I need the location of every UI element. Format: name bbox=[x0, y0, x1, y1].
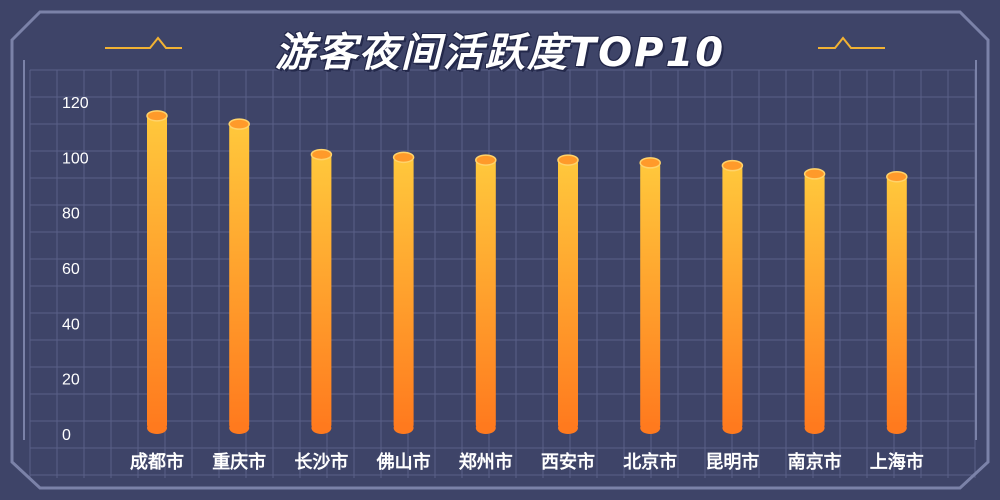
bar: 北京市 bbox=[623, 157, 677, 473]
x-tick-label: 长沙市 bbox=[294, 451, 348, 473]
bar-base bbox=[722, 422, 743, 434]
y-tick-label: 80 bbox=[62, 206, 80, 223]
bar-cap bbox=[557, 154, 579, 166]
bar-body bbox=[229, 124, 250, 428]
bar-base bbox=[558, 422, 578, 434]
bar-body bbox=[311, 154, 332, 429]
x-tick-label: 郑州市 bbox=[459, 451, 513, 473]
bar-cap bbox=[228, 118, 250, 130]
bar-cap bbox=[639, 157, 661, 169]
y-tick-label: 0 bbox=[62, 427, 71, 444]
bar-body bbox=[393, 157, 414, 429]
y-tick-label: 40 bbox=[62, 316, 80, 333]
bar-cap bbox=[146, 110, 168, 122]
bar-base bbox=[640, 422, 661, 434]
y-tick-label: 20 bbox=[62, 372, 80, 389]
bar-body bbox=[475, 160, 496, 428]
bar-base bbox=[147, 422, 167, 434]
bar-cap bbox=[310, 148, 333, 161]
bar-cap bbox=[803, 168, 826, 180]
bar: 长沙市 bbox=[294, 148, 348, 473]
bar-cap bbox=[721, 159, 744, 172]
bar-base bbox=[393, 422, 414, 434]
x-tick-label: 佛山市 bbox=[376, 451, 431, 473]
bar-body bbox=[640, 162, 661, 428]
y-axis: 0 20 40 60 80 100 120 bbox=[62, 95, 89, 444]
x-tick-label: 南京市 bbox=[788, 451, 842, 473]
chart-title: 游客夜间活跃度TOP10 bbox=[274, 30, 726, 76]
bar: 南京市 bbox=[788, 168, 842, 473]
title-decor-left bbox=[105, 36, 182, 49]
outer-frame bbox=[10, 10, 990, 490]
bar-cap bbox=[475, 154, 497, 166]
bar-body bbox=[558, 160, 578, 428]
bar: 西安市 bbox=[541, 154, 595, 473]
x-tick-label: 成都市 bbox=[130, 451, 184, 473]
title-decor-right bbox=[818, 36, 885, 49]
bar: 上海市 bbox=[870, 170, 924, 473]
bar-cap bbox=[392, 151, 415, 164]
y-tick-label: 60 bbox=[62, 261, 80, 278]
bar-body bbox=[147, 115, 167, 428]
x-tick-label: 重庆市 bbox=[212, 451, 266, 473]
bar-base bbox=[311, 422, 332, 434]
bar: 郑州市 bbox=[459, 154, 513, 473]
bar-body bbox=[804, 173, 825, 428]
bar-base bbox=[804, 422, 825, 434]
bar: 重庆市 bbox=[212, 118, 266, 473]
bar-base bbox=[886, 422, 907, 434]
bar-body bbox=[886, 176, 907, 428]
x-tick-label: 北京市 bbox=[623, 451, 677, 473]
y-tick-label: 100 bbox=[62, 150, 89, 167]
x-tick-label: 上海市 bbox=[870, 451, 924, 473]
x-tick-label: 昆明市 bbox=[705, 451, 759, 473]
bar-body bbox=[722, 165, 743, 428]
bar-base bbox=[229, 422, 250, 434]
bar: 佛山市 bbox=[376, 151, 431, 473]
x-tick-label: 西安市 bbox=[541, 451, 595, 473]
bars: 成都市 重庆市 长沙市 佛山市 郑州市 西安市 北京市 昆明市 南京市 上海市 bbox=[130, 110, 924, 473]
bar: 成都市 bbox=[130, 110, 184, 473]
bar-cap bbox=[886, 170, 908, 183]
bar-base bbox=[475, 422, 496, 434]
y-tick-label: 120 bbox=[62, 95, 89, 112]
bar: 昆明市 bbox=[705, 159, 759, 473]
